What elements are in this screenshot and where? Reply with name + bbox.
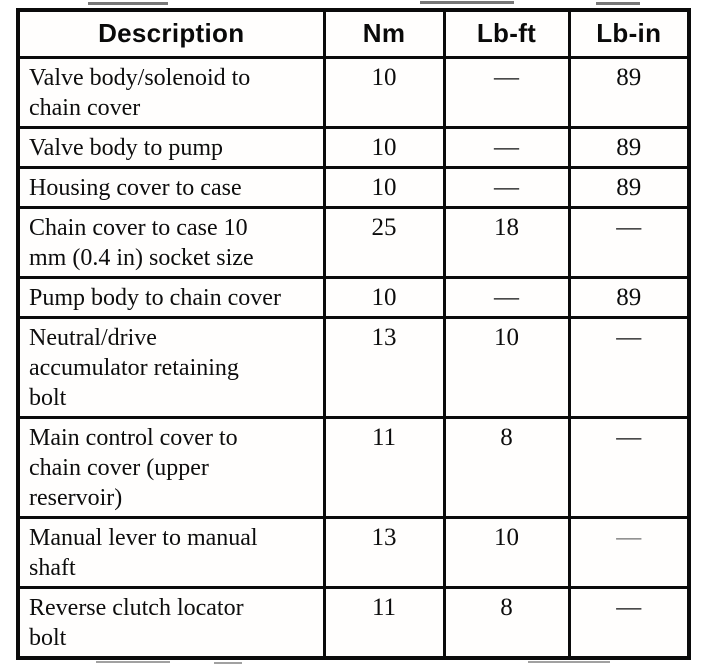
nm-cell: 10: [322, 276, 446, 319]
table-body: Valve body/solenoid to chain cover 10 — …: [16, 56, 691, 660]
table-row: Reverse clutch locator bolt 11 8 —: [16, 586, 691, 660]
lbin-cell: —: [567, 516, 691, 589]
table-row: Valve body/solenoid to chain cover 10 — …: [16, 56, 691, 129]
table-row: Chain cover to case 10 mm (0.4 in) socke…: [16, 206, 691, 279]
description-cell: Reverse clutch locator bolt: [16, 586, 326, 660]
scan-artifact: [528, 661, 610, 663]
table-row: Valve body to pump 10 — 89: [16, 126, 691, 169]
lbft-cell: 8: [442, 416, 571, 519]
description-cell: Chain cover to case 10 mm (0.4 in) socke…: [16, 206, 326, 279]
lbin-cell: —: [567, 206, 691, 279]
description-cell: Main control cover to chain cover (upper…: [16, 416, 326, 519]
lbft-cell: —: [442, 276, 571, 319]
description-cell: Pump body to chain cover: [16, 276, 326, 319]
scan-artifact: [96, 661, 170, 663]
table-row: Housing cover to case 10 — 89: [16, 166, 691, 209]
description-cell: Valve body to pump: [16, 126, 326, 169]
lbin-cell: —: [567, 586, 691, 660]
lbin-cell: 89: [567, 126, 691, 169]
lbin-cell: 89: [567, 56, 691, 129]
lbft-cell: 8: [442, 586, 571, 660]
description-cell: Housing cover to case: [16, 166, 326, 209]
nm-cell: 10: [322, 166, 446, 209]
lbft-cell: 18: [442, 206, 571, 279]
torque-spec-table: Description Nm Lb-ft Lb-in Valve body/so…: [16, 8, 691, 660]
table-header: Description Nm Lb-ft Lb-in: [16, 8, 691, 59]
lbft-cell: 10: [442, 516, 571, 589]
nm-cell: 10: [322, 56, 446, 129]
lbft-cell: —: [442, 166, 571, 209]
lbin-cell: 89: [567, 166, 691, 209]
header-row: Description Nm Lb-ft Lb-in: [16, 8, 691, 59]
nm-cell: 11: [322, 586, 446, 660]
lbin-cell: —: [567, 416, 691, 519]
lbft-cell: —: [442, 126, 571, 169]
column-header-description: Description: [16, 8, 326, 59]
table-row: Main control cover to chain cover (upper…: [16, 416, 691, 519]
nm-cell: 11: [322, 416, 446, 519]
lbin-cell: —: [567, 316, 691, 419]
description-cell: Manual lever to manual shaft: [16, 516, 326, 589]
scan-artifact: [596, 2, 640, 5]
nm-cell: 25: [322, 206, 446, 279]
nm-cell: 10: [322, 126, 446, 169]
nm-cell: 13: [322, 516, 446, 589]
nm-cell: 13: [322, 316, 446, 419]
lbft-cell: —: [442, 56, 571, 129]
scan-artifact: [214, 662, 242, 664]
table-row: Pump body to chain cover 10 — 89: [16, 276, 691, 319]
lbft-cell: 10: [442, 316, 571, 419]
description-cell: Valve body/solenoid to chain cover: [16, 56, 326, 129]
column-header-lbft: Lb-ft: [442, 8, 571, 59]
column-header-lbin: Lb-in: [567, 8, 691, 59]
scan-artifact: [88, 2, 168, 5]
lbin-cell: 89: [567, 276, 691, 319]
table-row: Neutral/drive accumulator retaining bolt…: [16, 316, 691, 419]
description-cell: Neutral/drive accumulator retaining bolt: [16, 316, 326, 419]
scan-artifact: [420, 1, 514, 4]
column-header-nm: Nm: [322, 8, 446, 59]
table-row: Manual lever to manual shaft 13 10 —: [16, 516, 691, 589]
